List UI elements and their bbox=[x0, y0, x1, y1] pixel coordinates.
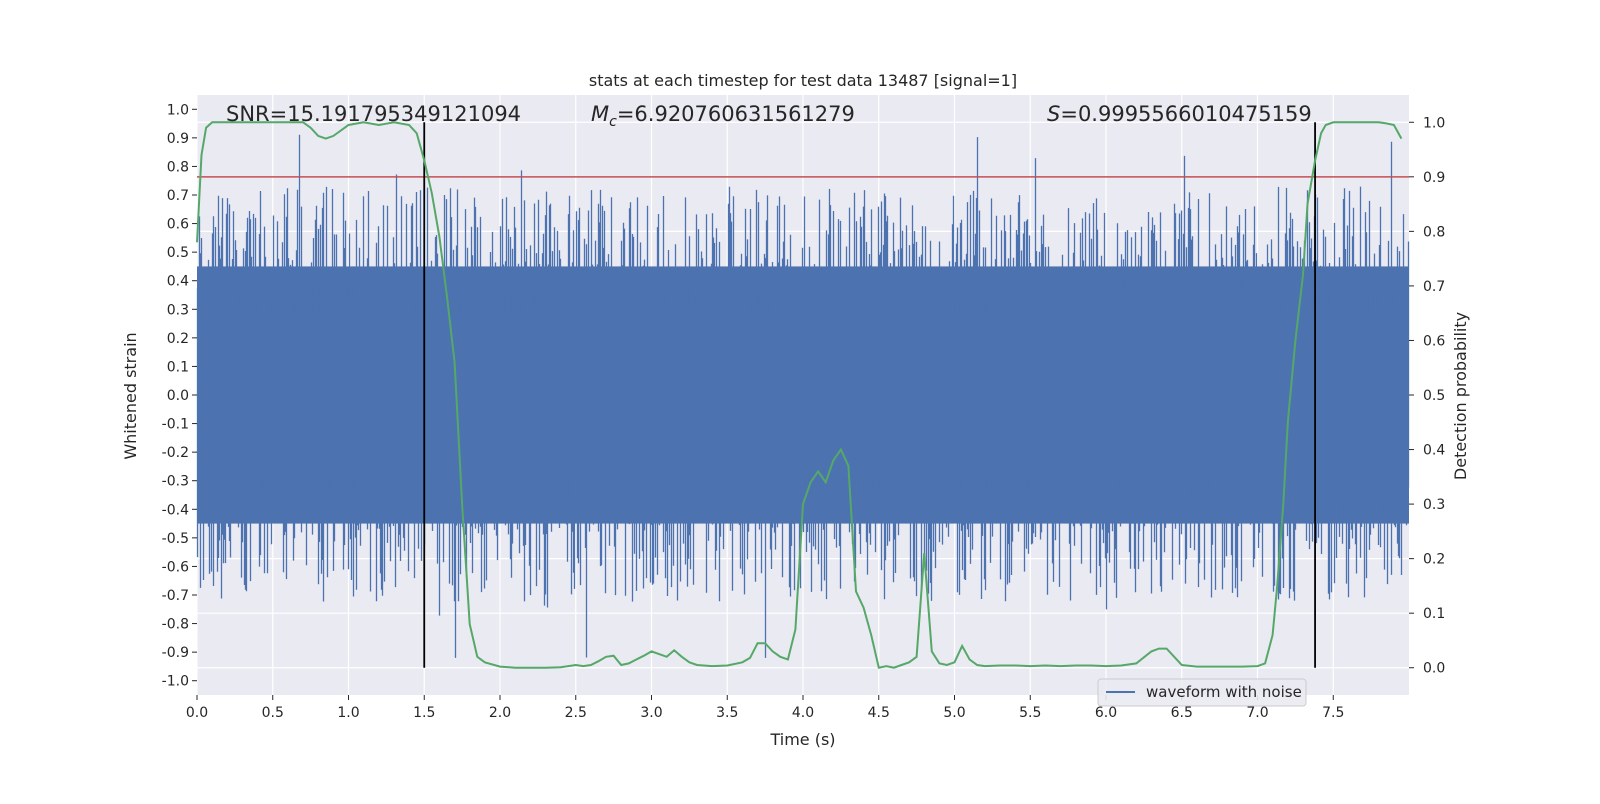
y-tick-label: 0.1 bbox=[167, 359, 189, 375]
x-tick-label: 6.5 bbox=[1171, 705, 1193, 721]
y-tick-label: 0.8 bbox=[167, 159, 189, 175]
y-tick-label: -0.7 bbox=[162, 588, 189, 604]
y-axis-label: Whitened strain bbox=[121, 332, 140, 459]
probability-line bbox=[196, 121, 1403, 669]
x-tick-label: 2.5 bbox=[565, 705, 587, 721]
x-tick-label: 0.0 bbox=[186, 705, 208, 721]
y2-axis-ticks: 1.0 0.9 0.8 0.7 0.6 0.5 0.4 0.3 0.2 0.1 0.0 bbox=[1409, 115, 1445, 677]
y-tick-label: -0.6 bbox=[162, 559, 189, 575]
y2-tick-label: 1.0 bbox=[1423, 115, 1445, 131]
x-tick-label: 6.0 bbox=[1095, 705, 1117, 721]
y-tick-label: 0.9 bbox=[167, 131, 189, 147]
x-tick-label: 0.5 bbox=[262, 705, 284, 721]
legend-box bbox=[1097, 678, 1307, 707]
snr-annotation: SNR=15.191795349121094 bbox=[226, 102, 521, 126]
x-tick-label: 2.0 bbox=[489, 705, 511, 721]
y-axis-ticks: 1.0 0.9 0.8 0.7 0.6 0.5 0.4 0.3 0.2 0.1 0.0 -0.1 -0.… bbox=[162, 102, 197, 690]
y-tick-label: -0.8 bbox=[162, 617, 189, 633]
x-axis-label: Time (s) bbox=[769, 730, 835, 749]
y-tick-label: 0.3 bbox=[167, 302, 189, 318]
legend: waveform with noise bbox=[1097, 678, 1307, 707]
y-tick-label: 0.7 bbox=[167, 188, 189, 204]
x-tick-label: 3.5 bbox=[716, 705, 738, 721]
x-tick-label: 7.5 bbox=[1322, 705, 1344, 721]
y-tick-label: 0.0 bbox=[167, 388, 189, 404]
vertical-markers bbox=[423, 122, 1316, 668]
y2-tick-label: 0.8 bbox=[1423, 224, 1445, 240]
x-tick-label: 3.0 bbox=[640, 705, 662, 721]
y2-tick-label: 0.2 bbox=[1423, 552, 1445, 568]
chirp-mass-symbol: M bbox=[591, 102, 609, 126]
y2-tick-label: 0.7 bbox=[1423, 279, 1445, 295]
x-tick-label: 1.5 bbox=[413, 705, 435, 721]
y2-tick-label: 0.4 bbox=[1423, 443, 1445, 459]
x-tick-label: 5.0 bbox=[943, 705, 965, 721]
y-tick-label: -1.0 bbox=[162, 674, 189, 690]
y2-tick-label: 0.3 bbox=[1423, 497, 1445, 513]
y-tick-label: -0.3 bbox=[162, 474, 189, 490]
y-tick-label: -0.2 bbox=[162, 445, 189, 461]
y-tick-label: 0.4 bbox=[167, 274, 189, 290]
y-tick-label: 0.5 bbox=[167, 245, 189, 261]
s-symbol: S bbox=[1047, 102, 1060, 126]
y2-tick-label: 0.5 bbox=[1423, 388, 1445, 404]
y-tick-label: -0.9 bbox=[162, 645, 189, 661]
y-tick-label: -0.4 bbox=[162, 502, 189, 518]
y-tick-label: 0.6 bbox=[167, 217, 189, 233]
y2-tick-label: 0.0 bbox=[1423, 661, 1445, 677]
y2-tick-label: 0.6 bbox=[1423, 333, 1445, 349]
s-value: =0.9995566010475159 bbox=[1060, 102, 1311, 126]
y-tick-label: 0.2 bbox=[167, 331, 189, 347]
chirp-mass-annotation: Mc=6.920760631561279 bbox=[591, 102, 855, 130]
waveform-trace bbox=[196, 134, 1410, 658]
y-tick-label: -0.5 bbox=[162, 531, 189, 547]
y2-tick-label: 0.1 bbox=[1423, 606, 1445, 622]
y2-axis-label: Detection probability bbox=[1451, 312, 1470, 480]
y-tick-label: 1.0 bbox=[167, 102, 189, 118]
x-axis-ticks: 0.0 0.5 1.0 1.5 2.0 2.5 3.0 3.5 4.0 4.5 5.0 5.5 6.0 6… bbox=[186, 695, 1344, 721]
x-tick-label: 7.0 bbox=[1246, 705, 1268, 721]
s-annotation: S=0.9995566010475159 bbox=[1047, 102, 1312, 126]
x-tick-label: 5.5 bbox=[1019, 705, 1041, 721]
y2-tick-label: 0.9 bbox=[1423, 170, 1445, 186]
chirp-mass-subscript: c bbox=[609, 114, 617, 130]
x-tick-label: 4.5 bbox=[868, 705, 890, 721]
chirp-mass-value: =6.920760631561279 bbox=[617, 102, 855, 126]
y-tick-label: -0.1 bbox=[162, 417, 189, 433]
legend-label: waveform with noise bbox=[1146, 683, 1302, 701]
chart-title: stats at each timestep for test data 134… bbox=[589, 71, 1017, 90]
x-tick-label: 4.0 bbox=[792, 705, 814, 721]
waveform-series bbox=[196, 134, 1410, 658]
x-tick-label: 1.0 bbox=[337, 705, 359, 721]
